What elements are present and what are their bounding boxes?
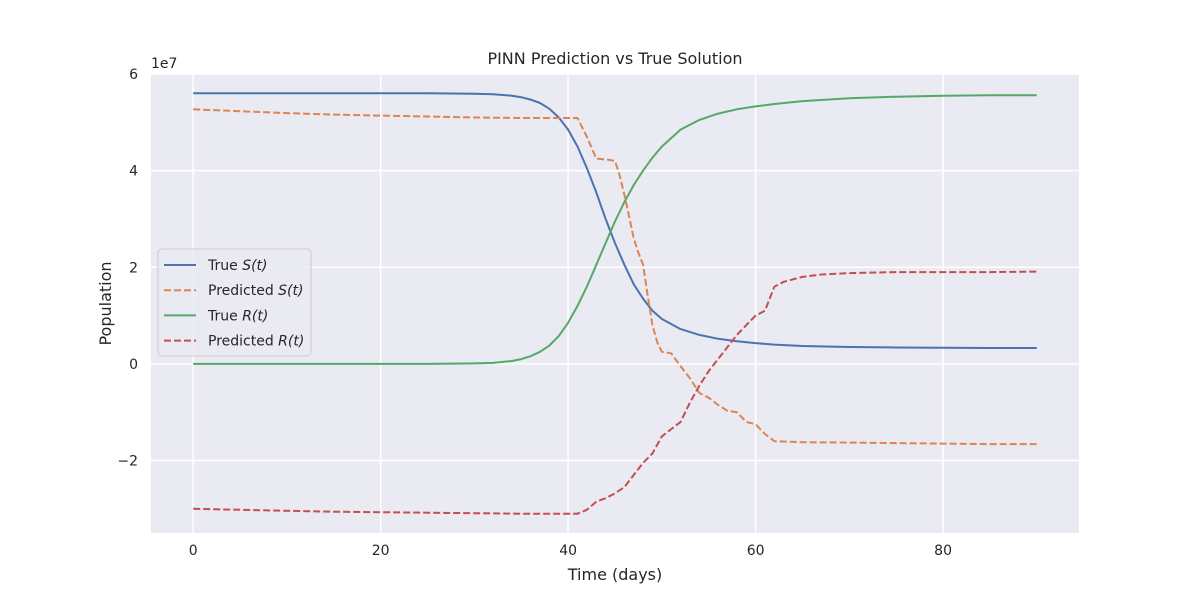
x-tick-label: 80 [934,543,952,559]
legend-entry-math: R(t) [242,308,268,324]
chart-title: PINN Prediction vs True Solution [487,49,742,68]
x-tick-label: 20 [372,543,390,559]
legend-entry-prefix: Predicted [208,283,278,299]
y-tick-label: 0 [129,357,138,373]
legend-entry-prefix: Predicted [208,334,278,350]
series-line-3 [193,270,1037,515]
legend-entry-math: S(t) [278,283,303,299]
y-tick-label: 6 [129,67,138,83]
y-tick-label: 2 [129,260,138,276]
legend-entry-0: True S(t) [207,258,268,274]
legend-entry-2: True R(t) [207,308,268,324]
x-tick-label: 60 [747,543,765,559]
x-tick-label: 40 [559,543,577,559]
legend-entry-prefix: True [207,308,242,324]
y-tick-label: 4 [129,164,138,180]
series-layer [193,92,1037,515]
x-tick-label: 0 [189,543,198,559]
y-axis-label: Population [96,261,115,345]
series-line-0 [193,92,1037,349]
x-axis-label: Time (days) [567,565,663,584]
y-tick-label: −2 [117,454,138,470]
axis-ticks: 0 20 40 60 80 −2 0 2 4 6 [117,67,952,559]
legend-entry-1: Predicted S(t) [208,283,303,299]
legend-entry-math: R(t) [278,334,304,350]
legend: True S(t)Predicted S(t)True R(t)Predicte… [157,248,312,357]
series-line-1 [193,108,1037,446]
series-line-2 [193,94,1037,365]
legend-frame [157,248,312,357]
legend-entry-3: Predicted R(t) [208,334,304,350]
y-offset-text: 1e7 [151,56,177,72]
legend-entry-prefix: True [207,258,242,274]
legend-entry-math: S(t) [242,258,267,274]
